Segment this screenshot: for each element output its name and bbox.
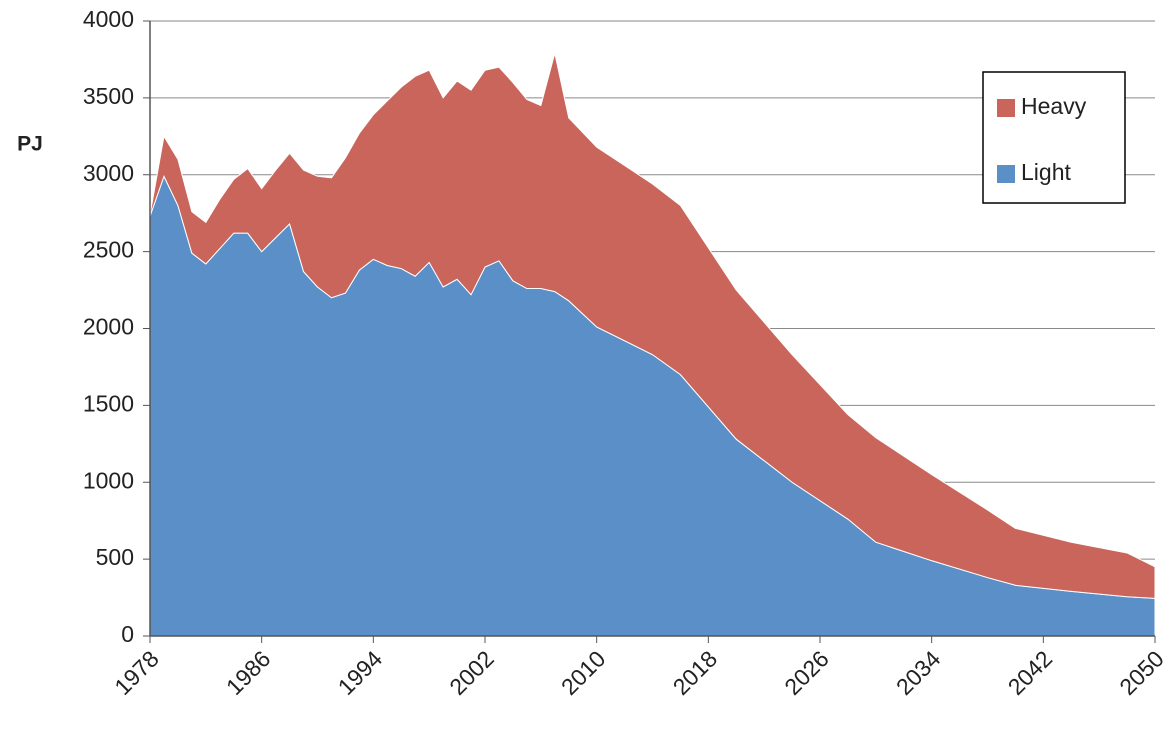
y-tick-label: 3000 [83, 160, 134, 186]
y-tick-label: 0 [121, 621, 134, 647]
y-tick-label: 2000 [83, 314, 134, 340]
x-tick-label: 2050 [1114, 645, 1165, 700]
y-tick-label: 2500 [83, 237, 134, 263]
legend-label: Heavy [1021, 93, 1087, 119]
x-tick-label: 1994 [333, 645, 388, 700]
legend-label: Light [1021, 159, 1071, 185]
y-tick-label: 4000 [83, 6, 134, 32]
y-tick-label: 1000 [83, 467, 134, 493]
x-tick-label: 2018 [668, 645, 723, 700]
x-tick-label: 2026 [779, 645, 834, 700]
y-tick-label: 500 [96, 544, 134, 570]
y-axis-label: PJ [17, 133, 43, 156]
legend: Heavy Light [982, 71, 1126, 204]
x-tick-label: 2002 [444, 645, 499, 700]
x-tick-label: 1986 [221, 645, 276, 700]
legend-swatch [997, 99, 1015, 117]
y-tick-label: 3500 [83, 83, 134, 109]
x-tick-label: 2034 [891, 645, 946, 700]
y-tick-label: 1500 [83, 390, 134, 416]
legend-swatch [997, 165, 1015, 183]
x-tick-label: 2042 [1003, 645, 1058, 700]
area [149, 53, 1156, 599]
x-tick-label: 2010 [556, 645, 611, 700]
x-tick-label: 1978 [109, 645, 164, 700]
